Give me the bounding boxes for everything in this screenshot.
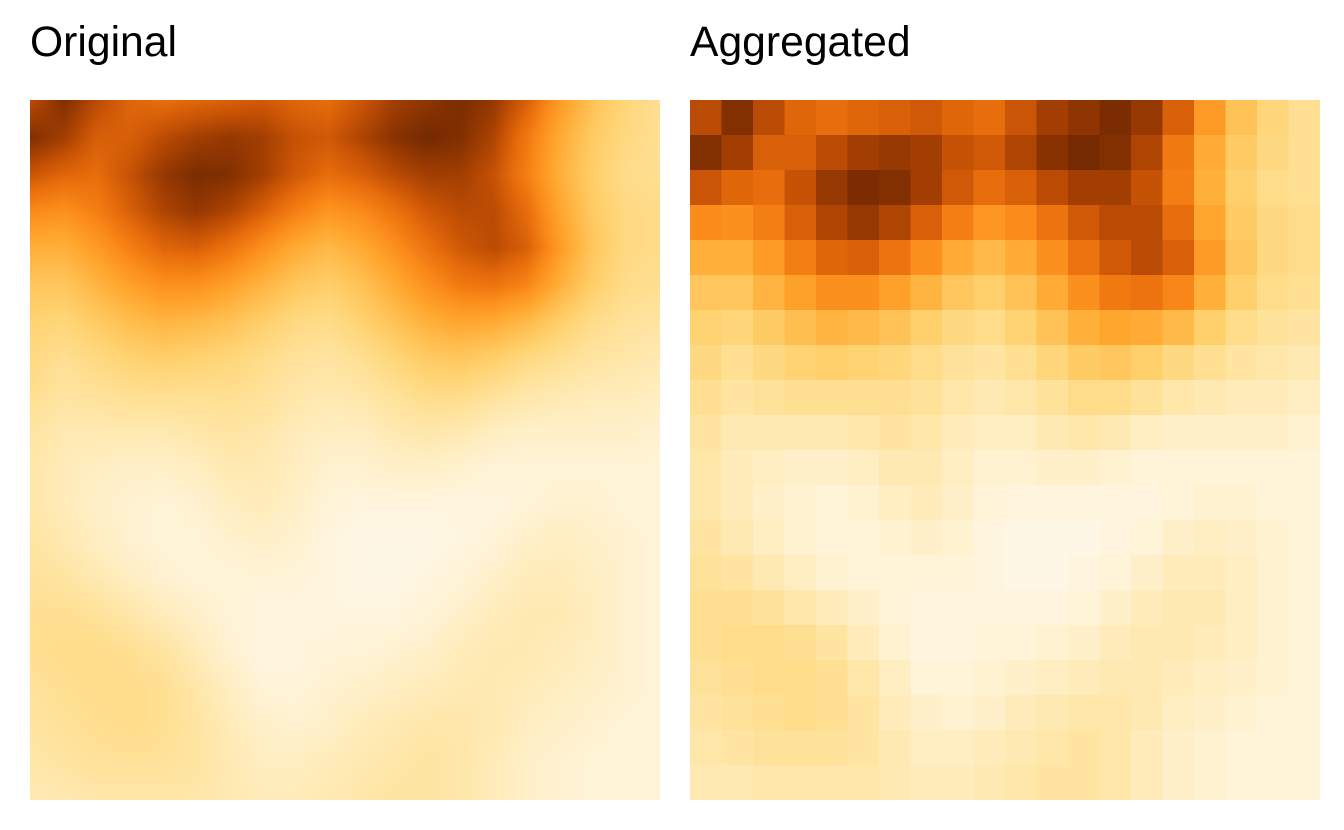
panels-row — [30, 100, 1320, 800]
heatmap-canvas-original — [30, 100, 660, 800]
panel-title-aggregated: Aggregated — [690, 18, 1320, 67]
heatmap-canvas-aggregated — [690, 100, 1320, 800]
titles-row: Original Aggregated — [30, 18, 1344, 67]
figure: Original Aggregated — [0, 0, 1344, 830]
panel-title-original: Original — [30, 18, 660, 67]
heatmap-panel-original — [30, 100, 660, 800]
heatmap-panel-aggregated — [690, 100, 1320, 800]
